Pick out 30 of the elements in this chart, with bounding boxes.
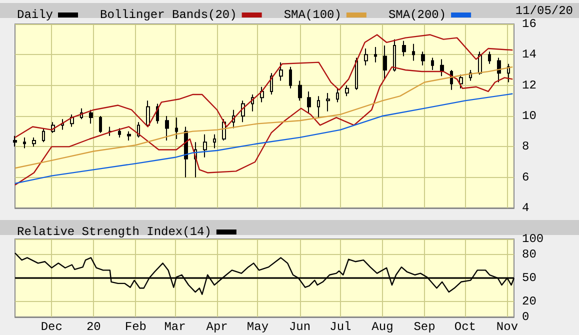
- y-tick-label: 12: [522, 78, 536, 92]
- x-tick-label: Feb: [124, 320, 146, 334]
- x-tick-label: Jul: [330, 320, 352, 334]
- x-tick-label: Nov: [496, 320, 518, 334]
- y-tick-label: 0: [522, 310, 530, 324]
- text: 11/05/20: [515, 4, 573, 18]
- legend-label: Relative Strength Index(14): [16, 225, 212, 239]
- x-tick-label: Oct: [454, 320, 476, 334]
- x-tick-label: Dec: [40, 320, 62, 334]
- y-tick-label: 10: [522, 109, 536, 123]
- legend-label: Daily: [16, 8, 54, 22]
- y-tick-label: 16: [522, 17, 536, 31]
- y-tick-label: 50: [522, 271, 536, 285]
- y-tick-label: 4: [522, 201, 530, 215]
- y-tick-label: 8: [522, 140, 530, 154]
- x-tick-label: Sep: [414, 320, 436, 334]
- y-tick-label: 14: [522, 48, 536, 62]
- x-tick-label: Mar: [164, 320, 186, 334]
- y-tick-label: 20: [522, 294, 536, 308]
- y-tick-label: 80: [522, 248, 536, 262]
- legend-label: SMA(200): [388, 8, 446, 22]
- x-tick-label: 20: [86, 320, 101, 334]
- x-tick-label: Jun: [288, 320, 311, 334]
- y-tick-label: 100: [522, 232, 544, 246]
- x-tick-label: Apr: [206, 320, 228, 334]
- y-tick-label: 6: [522, 170, 530, 184]
- x-tick-label: Aug: [372, 320, 394, 334]
- legend-label: Bollinger Bands(20): [100, 8, 237, 22]
- x-tick-label: May: [246, 320, 269, 334]
- legend-label: SMA(100): [284, 8, 342, 22]
